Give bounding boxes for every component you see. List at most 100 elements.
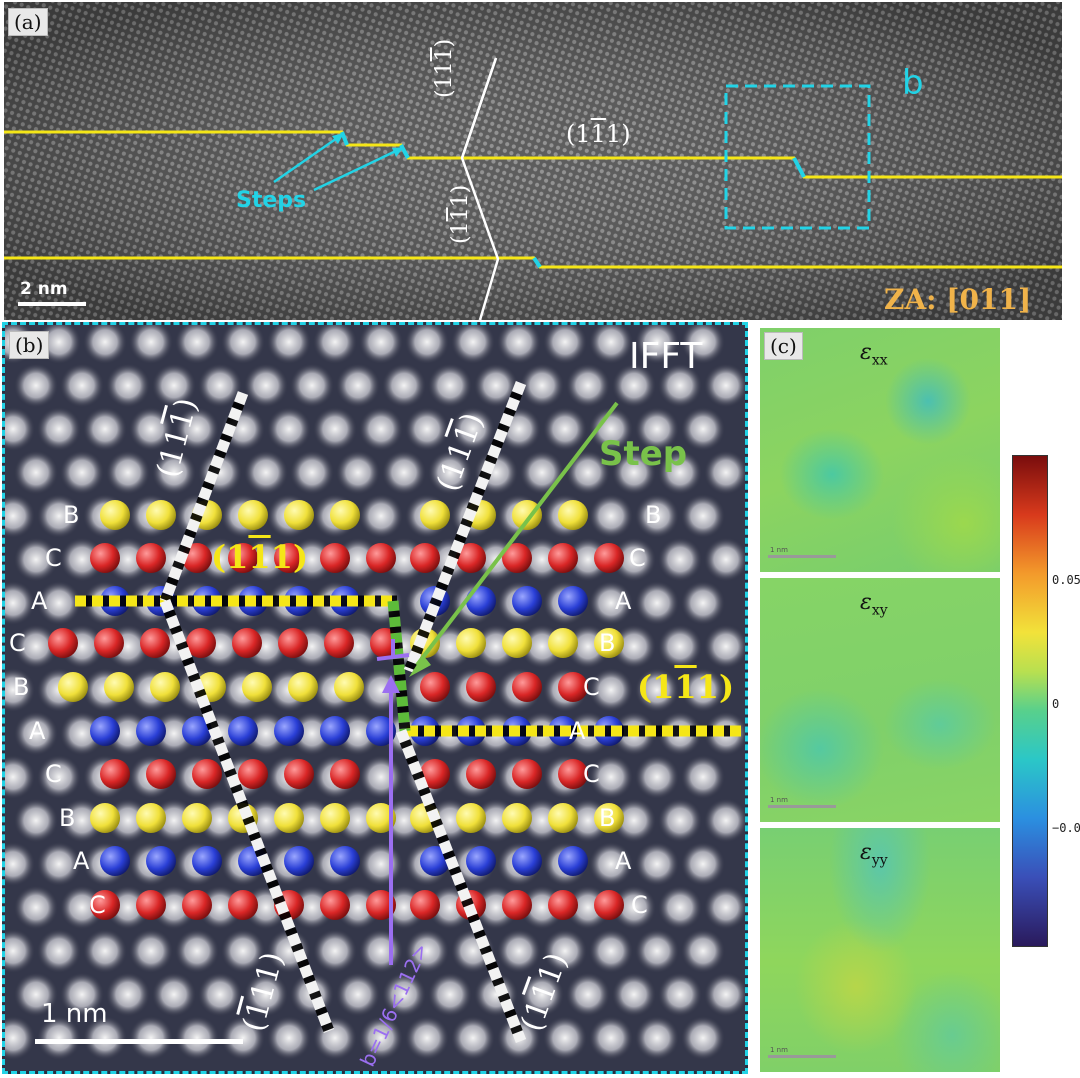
- atom: [366, 890, 396, 920]
- mini-scale-label: 1 nm: [770, 1046, 788, 1054]
- ifft-atomic-model: [5, 325, 745, 1071]
- atom: [274, 803, 304, 833]
- panel-b-ifft-image: (b) IFFT Step (111) (111) (111) (111) (1…: [2, 322, 748, 1074]
- colorbar-tick-0.05: 0.05: [1052, 573, 1080, 587]
- atom: [136, 890, 166, 920]
- atom: [502, 890, 532, 920]
- atom: [274, 716, 304, 746]
- atom: [320, 543, 350, 573]
- step-segment: [387, 600, 411, 732]
- atom: [182, 803, 212, 833]
- atom: [548, 890, 578, 920]
- atom: [366, 716, 396, 746]
- atom: [228, 543, 258, 573]
- atom: [330, 846, 360, 876]
- strain-colorbar: [1012, 455, 1048, 947]
- atom: [136, 543, 166, 573]
- atom: [558, 846, 588, 876]
- atom: [182, 890, 212, 920]
- step-arrow: [273, 134, 341, 184]
- stacking-letter-left: A: [73, 847, 90, 875]
- atom: [410, 890, 440, 920]
- atom: [320, 890, 350, 920]
- atom: [278, 628, 308, 658]
- atom: [558, 586, 588, 616]
- stacking-letter-right: B: [599, 629, 616, 657]
- atom: [466, 672, 496, 702]
- scale-bar-b: [35, 1039, 243, 1044]
- mini-scale-bar: [768, 1055, 836, 1058]
- trace-111-left-upper: [159, 391, 249, 603]
- atom: [90, 716, 120, 746]
- strain-component-label: εyy: [860, 840, 888, 869]
- atom: [558, 672, 588, 702]
- atom: [594, 628, 624, 658]
- atom: [466, 846, 496, 876]
- atom: [334, 672, 364, 702]
- atom: [502, 628, 532, 658]
- atom: [100, 846, 130, 876]
- atom: [146, 759, 176, 789]
- atom: [90, 543, 120, 573]
- atom: [558, 500, 588, 530]
- atom: [228, 890, 258, 920]
- colorbar-tick--0.05: −0.05: [1052, 821, 1080, 835]
- atom: [136, 716, 166, 746]
- atom: [146, 846, 176, 876]
- trace-111-left-lower: [159, 599, 335, 1033]
- stacking-letter-right: A: [569, 717, 586, 745]
- atom: [512, 846, 542, 876]
- atom: [90, 890, 120, 920]
- atom: [548, 543, 578, 573]
- atom: [456, 543, 486, 573]
- stacking-letter-right: C: [631, 891, 648, 919]
- strain-map-xy: εxy 1 nm: [760, 578, 1000, 822]
- atom: [410, 543, 440, 573]
- ifft-label: IFFT: [629, 336, 703, 377]
- plane-label-center: (111): [566, 120, 631, 148]
- atom: [502, 803, 532, 833]
- atom: [140, 628, 170, 658]
- region-b-box: [724, 84, 871, 230]
- trace-111-right-lower: [395, 729, 527, 1043]
- atom: [100, 500, 130, 530]
- atom: [192, 846, 222, 876]
- atom: [512, 586, 542, 616]
- plane-1-11-horizontal-right: (111): [637, 668, 735, 706]
- stacking-letter-left: B: [13, 673, 30, 701]
- atom: [420, 500, 450, 530]
- atom: [274, 543, 304, 573]
- mini-scale-bar: [768, 805, 836, 808]
- atom: [238, 759, 268, 789]
- atom: [366, 803, 396, 833]
- stacking-letter-right: A: [615, 847, 632, 875]
- atom: [104, 672, 134, 702]
- atom: [238, 500, 268, 530]
- stacking-letter-left: A: [29, 717, 46, 745]
- atom: [548, 628, 578, 658]
- atom: [558, 759, 588, 789]
- stacking-letter-left: B: [63, 501, 80, 529]
- trace-111-right-upper: [403, 381, 527, 673]
- strain-component-label: εxy: [860, 590, 888, 619]
- atom: [284, 500, 314, 530]
- atom: [594, 803, 624, 833]
- atom: [288, 672, 318, 702]
- zone-axis-label: ZA: [011]: [884, 283, 1032, 316]
- atom: [420, 846, 450, 876]
- stacking-letter-right: B: [645, 501, 662, 529]
- step-arrow: [415, 401, 619, 667]
- atom: [466, 586, 496, 616]
- atom: [330, 759, 360, 789]
- atom: [512, 500, 542, 530]
- atom: [192, 759, 222, 789]
- atom: [466, 759, 496, 789]
- stacking-letter-right: C: [583, 673, 600, 701]
- atom: [242, 672, 272, 702]
- strain-component-label: εxx: [860, 340, 888, 369]
- atom: [420, 672, 450, 702]
- strain-map-yy: εyy 1 nm: [760, 828, 1000, 1072]
- mini-scale-label: 1 nm: [770, 796, 788, 804]
- steps-label: Steps: [236, 188, 307, 213]
- region-b-label: b: [902, 63, 924, 103]
